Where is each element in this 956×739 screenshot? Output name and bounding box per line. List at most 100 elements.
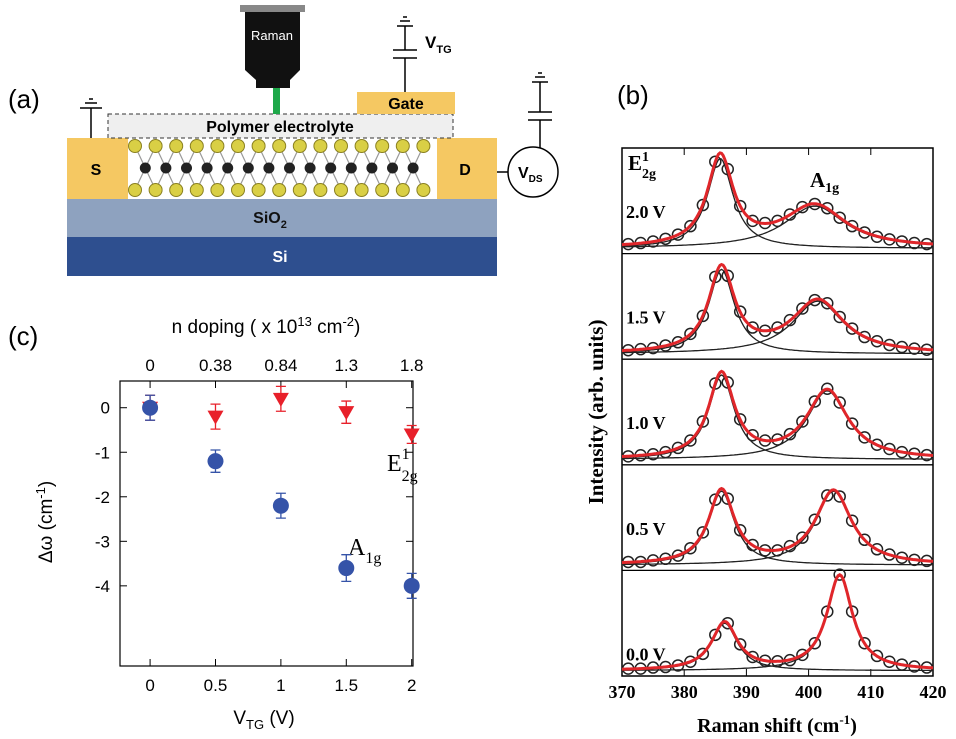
label-sup: -1 bbox=[33, 487, 48, 499]
peak-label: E1 2g bbox=[628, 150, 656, 182]
y-tick-label: -4 bbox=[95, 577, 110, 596]
molybdenum-atom bbox=[139, 162, 151, 174]
data-point bbox=[721, 269, 734, 283]
drain-electrode bbox=[437, 138, 497, 199]
voltage-label: 1.5 V bbox=[626, 308, 666, 328]
panel-label: (c) bbox=[8, 321, 38, 351]
label-part: ) bbox=[354, 317, 360, 338]
data-point bbox=[684, 327, 697, 341]
data-point bbox=[833, 568, 846, 581]
label-part: E bbox=[628, 151, 642, 175]
data-point bbox=[746, 538, 759, 552]
label-sup: 1 bbox=[642, 150, 649, 165]
fit-curve bbox=[621, 262, 934, 353]
top-tick-label: 1.3 bbox=[334, 356, 358, 375]
sulfur-atom bbox=[231, 139, 245, 153]
voltage-label: 0.5 V bbox=[626, 519, 666, 539]
data-point bbox=[746, 650, 759, 664]
data-point bbox=[684, 541, 697, 555]
data-point bbox=[870, 649, 884, 663]
data-point bbox=[709, 493, 722, 506]
data-point bbox=[746, 321, 759, 334]
data-point bbox=[709, 628, 722, 642]
molybdenum-atom bbox=[284, 162, 295, 174]
fit-curve bbox=[621, 151, 934, 247]
data-point bbox=[858, 226, 871, 239]
molybdenum-atom bbox=[407, 162, 419, 174]
sulfur-atom bbox=[313, 183, 328, 197]
sulfur-atom bbox=[148, 183, 163, 197]
data-point bbox=[845, 417, 859, 430]
x-axis-label: Raman shift (cm-1) bbox=[697, 712, 857, 737]
sulfur-atom bbox=[334, 139, 348, 153]
x-tick-label: 420 bbox=[920, 682, 947, 702]
label-part: ) bbox=[36, 481, 57, 487]
gate-electrode bbox=[357, 92, 455, 114]
oxide-subscript: 2 bbox=[281, 219, 287, 231]
sulfur-atom bbox=[416, 139, 431, 153]
fit-curve bbox=[621, 369, 934, 458]
sulfur-atom bbox=[251, 183, 266, 197]
plot-frame bbox=[621, 147, 934, 677]
y-axis-label: Intensity (arb. units) bbox=[584, 320, 608, 505]
molybdenum-atom bbox=[387, 162, 398, 174]
oxide-symbol: SiO bbox=[253, 210, 281, 227]
sulfur-atom bbox=[128, 139, 142, 153]
data-point bbox=[833, 211, 846, 224]
data-point bbox=[796, 200, 809, 214]
y-tick-label: -2 bbox=[95, 488, 110, 507]
circle-marker bbox=[338, 560, 355, 577]
label-part: cm bbox=[312, 317, 343, 338]
sulfur-atom bbox=[354, 139, 369, 153]
sulfur-atom bbox=[334, 183, 348, 197]
spectra-panel: (b) Intensity (arb. units) Raman shift (… bbox=[584, 80, 947, 737]
sulfur-atom bbox=[313, 139, 328, 153]
ds-voltage-subscript: DS bbox=[529, 174, 543, 185]
drain-label: D bbox=[459, 162, 471, 179]
molybdenum-atom bbox=[242, 162, 254, 174]
y-tick-label: -3 bbox=[95, 532, 110, 551]
label-sub: 2g bbox=[402, 468, 418, 485]
panel-label: (a) bbox=[8, 84, 40, 114]
data-point bbox=[783, 208, 797, 221]
circle-marker bbox=[272, 497, 289, 514]
label-part: V bbox=[233, 708, 246, 729]
substrate-label: Si bbox=[272, 249, 287, 266]
data-point bbox=[833, 490, 846, 503]
label-part: A bbox=[810, 168, 826, 192]
data-point bbox=[783, 427, 797, 441]
data-point bbox=[808, 513, 822, 526]
label-part: Raman shift (cm bbox=[697, 715, 840, 737]
data-point bbox=[721, 376, 734, 389]
top-tick-label: 0.38 bbox=[199, 356, 232, 375]
data-point bbox=[870, 438, 884, 451]
triangle-marker bbox=[272, 392, 289, 407]
molybdenum-atom bbox=[160, 162, 172, 174]
label-part: E bbox=[387, 451, 402, 477]
sio2-layer bbox=[67, 199, 497, 237]
data-point bbox=[733, 413, 747, 426]
label-sub: 1g bbox=[825, 181, 839, 196]
data-point bbox=[858, 431, 871, 444]
peak-label: A1g bbox=[810, 168, 839, 196]
triangle-marker bbox=[338, 406, 355, 421]
data-point bbox=[733, 199, 747, 213]
x-tick-label: 400 bbox=[795, 682, 822, 702]
molybdenum-atom bbox=[325, 162, 337, 174]
data-point bbox=[733, 638, 747, 651]
microscope-plate bbox=[240, 5, 305, 12]
molybdenum-atom bbox=[222, 162, 234, 174]
top-tick-label: 0 bbox=[145, 356, 154, 375]
x-tick-label: 2 bbox=[407, 676, 416, 695]
data-point bbox=[821, 489, 834, 502]
component-curve bbox=[622, 157, 933, 249]
data-point bbox=[845, 514, 859, 528]
label-sup: 13 bbox=[297, 314, 311, 329]
source-electrode bbox=[67, 138, 128, 199]
molybdenum-atom bbox=[366, 162, 378, 174]
x-tick-label: 1.5 bbox=[334, 676, 358, 695]
molybdenum-atom bbox=[345, 162, 357, 174]
sulfur-atom bbox=[272, 183, 287, 197]
label-part: Δω (cm bbox=[36, 499, 57, 563]
